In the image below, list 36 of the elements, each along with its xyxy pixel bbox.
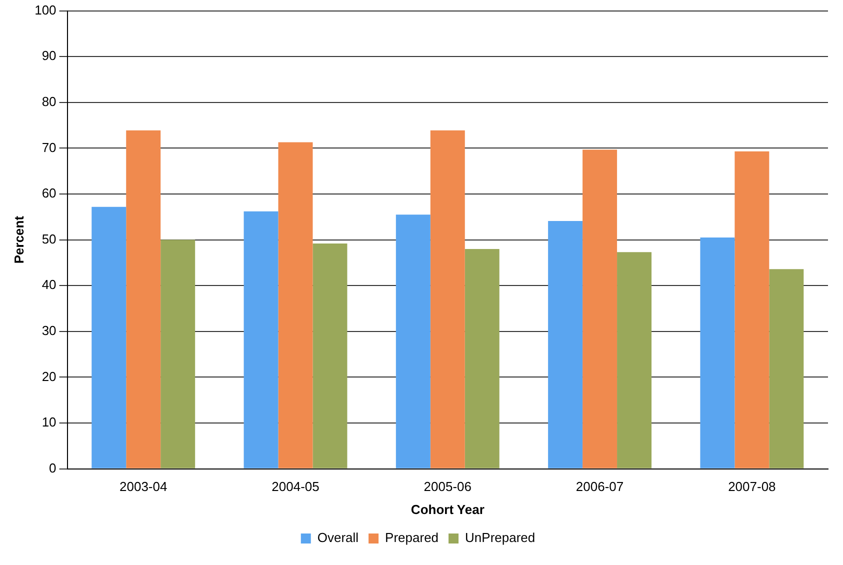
bar	[430, 130, 465, 468]
bar	[278, 142, 313, 468]
bar	[700, 238, 735, 468]
bar	[734, 151, 770, 468]
y-tick-label: 100	[34, 2, 56, 18]
bar	[126, 130, 161, 468]
bar	[92, 206, 126, 468]
legend-label: Overall	[317, 530, 359, 546]
y-tick-label: 20	[42, 368, 56, 384]
bar	[769, 269, 804, 468]
bar	[548, 221, 583, 468]
bar	[396, 214, 430, 468]
y-tick-label: 10	[42, 414, 56, 430]
x-tick-label: 2006-07	[576, 479, 624, 494]
bar	[464, 248, 500, 468]
y-tick-label: 0	[49, 460, 56, 476]
legend-label: Prepared	[385, 530, 439, 546]
x-tick-label: 2004-05	[272, 479, 320, 494]
bar	[244, 211, 278, 468]
y-tick-label: 60	[42, 186, 56, 201]
x-axis-title: Cohort Year	[410, 502, 484, 517]
legend-label: UnPrepared	[465, 530, 536, 546]
y-tick-label: 70	[42, 140, 56, 155]
bar	[312, 243, 348, 468]
y-tick-label: 80	[42, 94, 56, 109]
bar	[582, 150, 618, 468]
x-tick-label: 2005-06	[424, 479, 472, 494]
y-tick-label: 40	[42, 277, 56, 292]
x-tick-label: 2003-04	[120, 479, 168, 494]
bar	[617, 252, 652, 468]
y-tick-label: 50	[42, 231, 56, 246]
y-axis-title: Percent	[11, 215, 26, 264]
y-tick-label: 90	[42, 48, 56, 64]
x-tick-label: 2007-08	[728, 479, 776, 494]
bar	[160, 240, 196, 468]
y-tick-label: 30	[42, 322, 56, 338]
